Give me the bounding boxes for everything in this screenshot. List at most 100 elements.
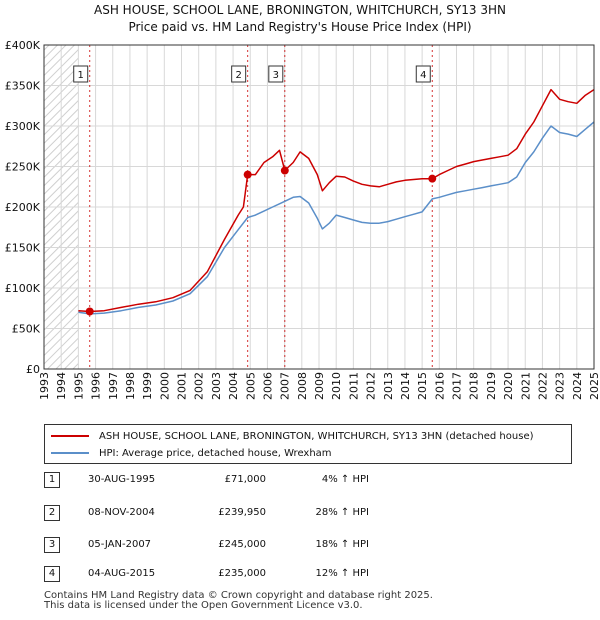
price-chart: 1 2 3 4 £0 £50K £100K £150K £200K £250K £300K £350… [5,39,600,400]
legend-label-hpi: HPI: Average price, detached house, Wrex… [99,447,332,459]
x-tick-label: 2014 [399,372,412,400]
chart-subtitle: Price paid vs. HM Land Registry's House … [128,20,472,34]
y-tick-label: £200K [5,201,41,214]
transaction-price: £71,000 [224,474,266,485]
y-tick-label: £350K [5,80,41,93]
marker-label: 2 [231,65,247,83]
x-tick-label: 2005 [244,372,257,400]
y-tick-label: £250K [5,161,41,174]
x-tick-label: 2023 [554,372,567,400]
x-tick-label: 2011 [347,372,360,400]
transaction-number: 4 [44,566,60,582]
transaction-number: 3 [44,537,60,553]
table-row: 3 05-JAN-2007 £245,000 18% ↑ HPI [44,537,444,553]
transaction-price: £239,950 [218,507,266,518]
series-line-hpi [78,121,595,315]
table-row: 4 04-AUG-2015 £235,000 12% ↑ HPI [44,566,444,582]
sale-point [243,170,252,179]
sale-point [85,307,94,316]
x-tick-label: 2009 [313,372,326,400]
transaction-date: 04-AUG-2015 [88,568,156,579]
x-tick-label: 2008 [296,372,309,400]
chart-title-block: ASH HOUSE, SCHOOL LANE, BRONINGTON, WHIT… [0,2,600,36]
x-tick-label: 1998 [124,372,137,400]
y-tick-label: £50K [12,323,41,336]
x-tick-label: 1996 [90,372,103,400]
x-tick-label: 2016 [433,372,446,400]
x-tick-label: 2001 [176,372,189,400]
transaction-hpi: 4% ↑ HPI [321,474,369,485]
sale-point [428,174,437,183]
x-tick-label: 2000 [158,372,171,400]
x-tick-label: 1994 [55,372,68,400]
y-tick-label: £100K [5,282,41,295]
marker-line-layer: 1 2 3 4 [73,45,433,369]
transaction-hpi: 12% ↑ HPI [315,568,369,579]
plot-border [43,44,595,370]
marker-label: 3 [268,65,284,83]
chart-title: ASH HOUSE, SCHOOL LANE, BRONINGTON, WHIT… [94,3,506,17]
x-tick-label: 2018 [468,372,481,400]
legend-item-hpi: HPI: Average price, detached house, Wrex… [51,445,332,461]
transaction-price: £245,000 [218,539,266,550]
y-tick-label: £300K [5,120,41,133]
marker-label: 1 [73,65,89,83]
marker-label-box [415,65,431,83]
transaction-hpi: 18% ↑ HPI [315,539,369,550]
marker-label-box [231,65,247,83]
marker-label-box [73,65,89,83]
x-tick-label: 2004 [227,372,240,400]
transaction-price: £235,000 [218,568,266,579]
transaction-number: 2 [44,505,60,521]
marker-label-box [268,65,284,83]
legend-line-property [51,435,89,437]
marker-label-text: 4 [420,70,426,81]
transaction-date: 05-JAN-2007 [88,539,152,550]
y-tick-label: £150K [5,242,41,255]
x-tick-label: 2024 [571,372,584,400]
footer: Contains HM Land Registry data © Crown c… [44,591,433,611]
legend-line-hpi [51,452,89,454]
x-tick-label: 1995 [72,372,85,400]
x-tick-label: 2007 [279,372,292,400]
x-tick-label: 2015 [416,372,429,400]
transaction-date: 30-AUG-1995 [88,474,156,485]
legend-item-property: ASH HOUSE, SCHOOL LANE, BRONINGTON, WHIT… [51,428,534,444]
legend: ASH HOUSE, SCHOOL LANE, BRONINGTON, WHIT… [44,424,572,464]
axis-layer: £0 £50K £100K £150K £200K £250K £300K £350K £400… [5,39,600,400]
footer-copyright: Contains HM Land Registry data © Crown c… [44,590,433,601]
x-tick-label: 2025 [588,372,600,400]
marker-label-text: 3 [273,70,279,81]
y-tick-label: £0 [26,363,40,376]
x-tick-label: 2013 [382,372,395,400]
marker-label-text: 1 [78,70,84,81]
table-row: 1 30-AUG-1995 £71,000 4% ↑ HPI [44,472,444,488]
x-tick-label: 2020 [502,372,515,400]
x-tick-label: 2003 [210,372,223,400]
x-tick-label: 2006 [261,372,274,400]
transaction-number: 1 [44,472,60,488]
marker-label-text: 2 [235,70,241,81]
y-tick-label: £400K [5,39,41,52]
x-tick-label: 2002 [193,372,206,400]
legend-label-property: ASH HOUSE, SCHOOL LANE, BRONINGTON, WHIT… [99,430,534,442]
marker-label: 4 [415,65,431,83]
table-row: 2 08-NOV-2004 £239,950 28% ↑ HPI [44,505,444,521]
sale-point [280,166,289,175]
transaction-hpi: 28% ↑ HPI [315,507,369,518]
x-tick-label: 2021 [519,372,532,400]
x-tick-label: 2022 [536,372,549,400]
footer-licence: This data is licensed under the Open Gov… [44,600,363,611]
point-layer [85,166,437,316]
x-tick-label: 2019 [485,372,498,400]
x-tick-label: 2010 [330,372,343,400]
x-tick-label: 1993 [38,372,51,400]
series-layer [78,88,595,315]
x-tick-label: 1999 [141,372,154,400]
grid-layer [43,44,595,370]
transaction-date: 08-NOV-2004 [88,507,155,518]
x-tick-label: 2017 [451,372,464,400]
x-tick-label: 1997 [107,372,120,400]
series-line-property [78,88,595,313]
x-tick-label: 2012 [365,372,378,400]
